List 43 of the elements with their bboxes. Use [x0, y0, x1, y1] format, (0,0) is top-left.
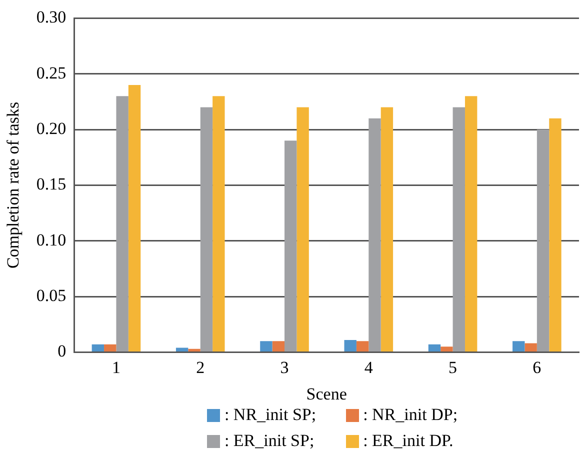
bar	[452, 107, 465, 352]
bar	[188, 348, 200, 352]
bar	[536, 130, 550, 352]
bar	[200, 107, 213, 352]
bar	[368, 118, 381, 352]
x-tick-label: 5	[448, 358, 458, 377]
y-tick-label: 0.30	[36, 8, 66, 27]
x-tick-label: 4	[364, 358, 374, 377]
bar	[128, 85, 141, 352]
x-tick-label: 1	[112, 358, 120, 377]
bar	[356, 341, 369, 352]
bar	[440, 346, 453, 352]
bar	[380, 107, 394, 352]
bar	[104, 344, 116, 352]
bar	[428, 344, 441, 352]
bar	[549, 118, 562, 352]
bar	[260, 341, 272, 352]
bar	[296, 107, 309, 352]
y-tick-label: 0.20	[36, 119, 66, 138]
bar	[464, 96, 478, 352]
bar	[284, 140, 297, 352]
legend-label: : ER_init DP.	[363, 431, 454, 451]
x-axis-title: Scene	[306, 384, 347, 404]
legend-label: : NR_init SP;	[224, 405, 316, 425]
legend-label: : ER_init SP;	[224, 431, 314, 451]
y-tick-label: 0.05	[36, 286, 66, 305]
bar	[344, 340, 356, 352]
x-tick-label: 3	[280, 358, 289, 377]
legend-label: : NR_init DP;	[363, 405, 458, 425]
y-tick-label: 0.15	[36, 174, 66, 194]
bar	[272, 341, 285, 352]
bar	[512, 341, 525, 352]
y-tick-label: 0.25	[36, 63, 66, 82]
bar	[116, 96, 128, 352]
y-tick-label: 0	[58, 342, 66, 361]
bar	[92, 344, 104, 352]
x-tick-label: 6	[532, 358, 542, 377]
bar	[524, 343, 537, 352]
bar	[212, 96, 225, 352]
x-tick-label: 2	[196, 358, 205, 377]
bar	[176, 348, 188, 352]
y-axis-title: Completion rate of tasks	[4, 102, 23, 269]
y-tick-label: 0.10	[36, 230, 66, 250]
